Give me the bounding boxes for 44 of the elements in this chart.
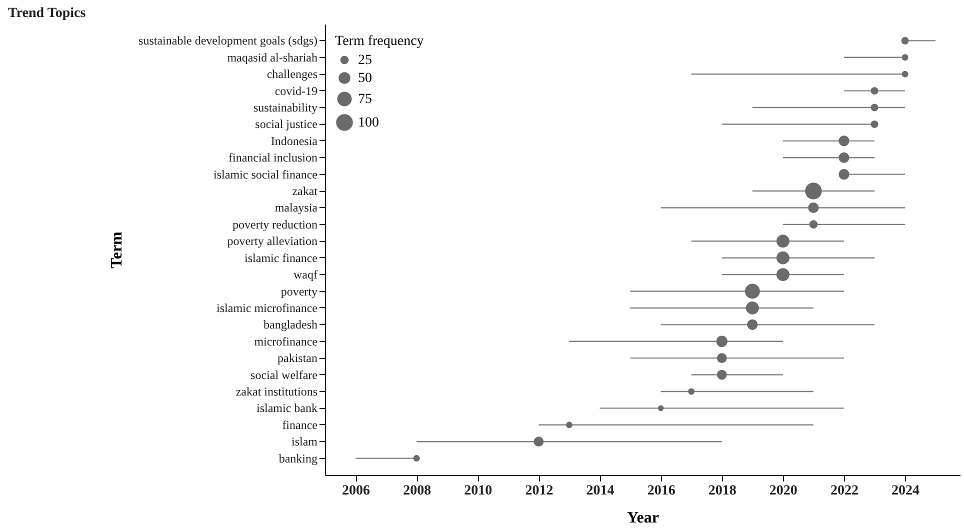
legend-label: 50 (358, 71, 372, 86)
y-tick-label: islamic bank (256, 401, 318, 416)
y-tick-label: bangladesh (264, 318, 318, 332)
y-tick-label: challenges (266, 67, 318, 82)
y-tick-label: poverty (280, 284, 318, 298)
y-tick-label: banking (278, 451, 318, 466)
text: Trend Topics (8, 6, 86, 21)
y-tick-label: zakat (292, 184, 318, 198)
legend-label: 25 (358, 53, 372, 68)
y-tick-label: sustainability (254, 100, 318, 115)
y-tick-label: poverty alleviation (227, 234, 318, 248)
x-tick-label: 2010 (464, 484, 492, 498)
y-tick-label: social justice (255, 117, 318, 132)
y-tick-label: poverty reduction (232, 217, 318, 232)
y-tick-label: finance (282, 418, 318, 432)
y-tick-label: pakistan (278, 351, 318, 366)
y-axis-title: Term (108, 230, 126, 268)
x-tick-label: 2008 (403, 484, 432, 498)
y-tick-label: financial inclusion (228, 150, 318, 165)
y-tick-label: social welfare (250, 368, 318, 382)
legend-label: 75 (358, 92, 372, 107)
y-tick-label: islamic microfinance (216, 300, 318, 315)
y-tick-label: islamic finance (244, 250, 318, 265)
y-tick-label: maqasid al-shariah (227, 50, 318, 64)
y-tick-label: malaysia (274, 200, 318, 215)
x-tick-label: 2020 (769, 484, 798, 498)
legend-title: Term frequency (335, 34, 424, 49)
x-tick-label: 2018 (708, 484, 736, 498)
y-tick-label: microfinance (254, 334, 318, 348)
y-tick-label: Indonesia (270, 134, 318, 148)
y-tick-label: zakat institutions (236, 384, 318, 398)
legend-label: 100 (358, 116, 379, 130)
x-tick-label: 2012 (525, 484, 554, 498)
y-tick-label: islam (292, 434, 318, 449)
x-axis-title: Year (627, 510, 659, 526)
x-tick-label: 2024 (892, 484, 920, 498)
x-tick-label: 2016 (647, 484, 676, 498)
x-tick-label: 2022 (830, 484, 858, 498)
x-tick-label: 2006 (342, 484, 370, 498)
y-tick-label: waqf (294, 268, 318, 282)
y-tick-label: sustainable development goals (sdgs) (138, 34, 318, 48)
x-tick-label: 2014 (586, 484, 614, 498)
y-tick-label: islamic social finance (214, 167, 318, 182)
y-tick-label: covid-19 (274, 84, 318, 98)
